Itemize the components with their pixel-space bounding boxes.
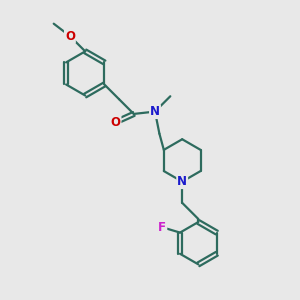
Text: F: F [158, 221, 166, 234]
Text: N: N [150, 105, 160, 118]
Text: N: N [177, 175, 187, 188]
Text: O: O [110, 116, 121, 129]
Text: O: O [65, 30, 75, 43]
